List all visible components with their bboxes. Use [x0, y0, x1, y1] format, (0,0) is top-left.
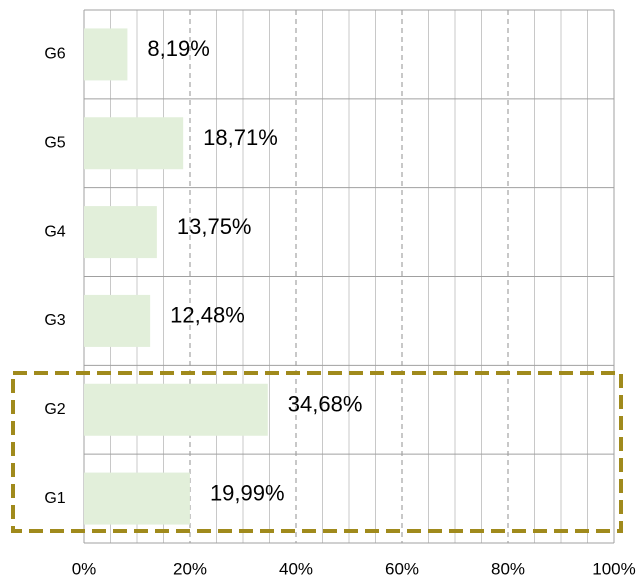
bar: [84, 472, 190, 525]
y-tick-label: G6: [44, 46, 65, 63]
bar: [84, 206, 157, 259]
x-tick-label: 20%: [173, 559, 207, 577]
value-label: 19,99%: [210, 480, 285, 505]
y-tick-label: G2: [44, 401, 65, 418]
bar: [84, 383, 268, 436]
bar: [84, 294, 151, 347]
y-tick-label: G4: [44, 223, 65, 240]
bar: [84, 28, 128, 81]
x-tick-label: 60%: [385, 559, 419, 577]
highlight-box: [11, 371, 623, 533]
y-tick-label: G3: [44, 312, 65, 329]
x-tick-label: 100%: [592, 559, 635, 577]
x-tick-label: 80%: [491, 559, 525, 577]
x-tick-label: 40%: [279, 559, 313, 577]
value-label: 34,68%: [288, 392, 363, 417]
value-label: 13,75%: [177, 214, 252, 239]
value-label: 8,19%: [147, 36, 209, 61]
x-tick-label: 0%: [72, 559, 97, 577]
y-tick-label: G1: [44, 490, 65, 507]
value-label: 18,71%: [203, 125, 278, 150]
value-label: 12,48%: [170, 303, 245, 328]
y-tick-label: G5: [44, 134, 65, 151]
bar: [84, 117, 184, 170]
